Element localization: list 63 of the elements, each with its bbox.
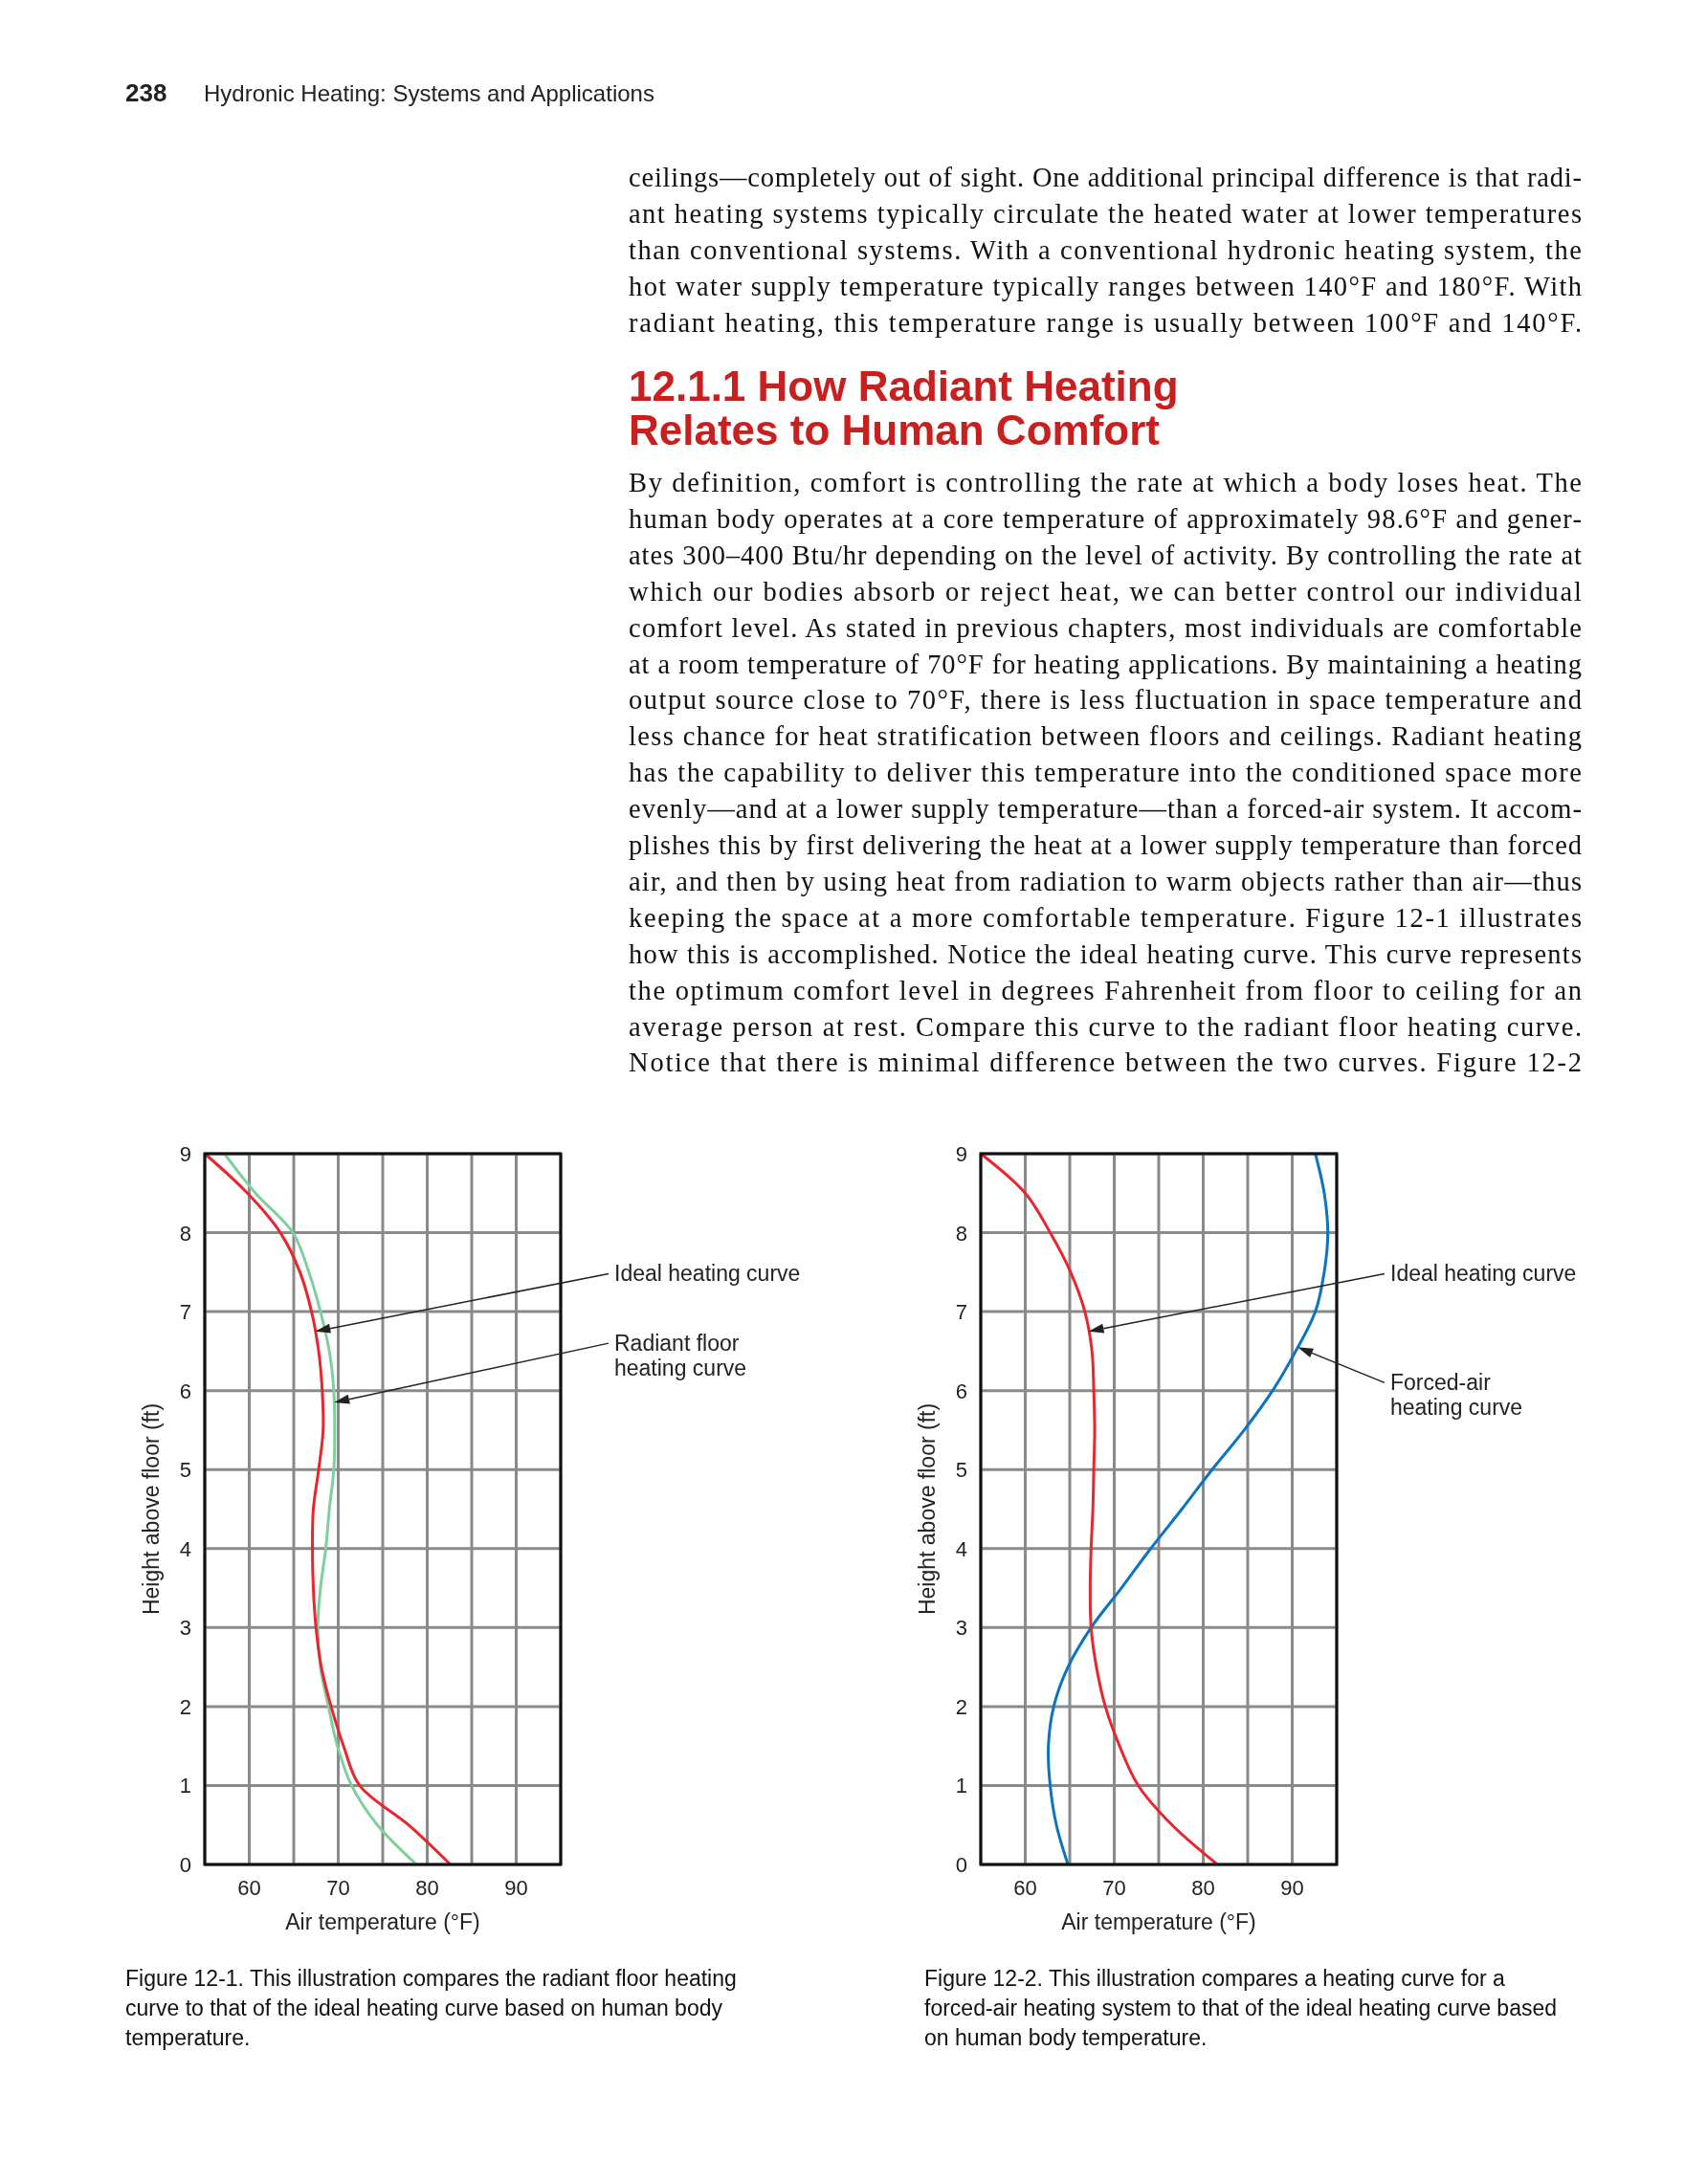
text: 12.1.1 How Radiant Heating Relates to Human Comfort [629,363,1179,453]
x-axis-title: Air temperature (°F) [285,1909,480,1934]
x-tick-label: 60 [1013,1876,1037,1900]
x-tick-label: 90 [504,1876,528,1900]
y-tick-label: 9 [179,1142,191,1166]
text: human body operates at a core temperature of approximately 98.6°F and gener- [629,503,1582,534]
y-tick-label: 6 [955,1379,967,1403]
text: Notice that there is minimal difference between the two curves. Figure 12-2 [629,1048,1582,1078]
x-tick-label: 90 [1280,1876,1304,1900]
text: Forced-air heating curve [1390,1370,1523,1421]
text: has the capability to deliver this temperature into the conditioned space more [629,758,1582,788]
text: output source close to 70°F, there is less fluctuation in space temperature and [629,685,1582,716]
text: plishes this by first delivering the heat at a lower supply temperature than forced [629,830,1582,860]
y-tick-label: 4 [955,1536,967,1561]
y-tick-label: 6 [179,1379,191,1403]
x-tick-label: 80 [1191,1876,1215,1900]
y-tick-label: 5 [955,1458,967,1483]
caption: Figure 12-1. This illustration compares the radiant floor heating curve to that of the ideal heating curve based on human body temperature. [125,1966,737,2050]
text: than conventional systems. With a conventional hydronic heating system, the [629,234,1582,265]
text: 238 [125,78,167,107]
y-tick-label: 9 [955,1142,967,1166]
text: ant heating systems typically circulate the heated water at lower temperatures [629,198,1582,229]
y-tick-label: 5 [179,1458,191,1483]
y-tick-label: 2 [955,1694,967,1719]
caption: Figure 12-2. This illustration compares a heating curve for a forced-air heating system to that of the ideal heating curve based on human body temperature. [924,1966,1558,2050]
x-tick-label: 80 [415,1876,439,1900]
y-tick-label: 1 [179,1774,191,1798]
x-tick-label: 60 [237,1876,261,1900]
text: at a room temperature of 70°F for heating applications. By maintaining a heating [629,649,1582,679]
x-axis-title: Air temperature (°F) [1061,1909,1256,1934]
text: evenly—and at a lower supply temperature—than a forced-air system. It accom- [629,794,1582,825]
text: comfort level. As stated in previous chapters, most individuals are comfortable [629,612,1582,643]
y-tick-label: 2 [179,1694,191,1719]
y-tick-label: 1 [955,1774,967,1798]
text: which our bodies absorb or reject heat, we can better control our individual [629,576,1583,607]
y-tick-label: 7 [955,1300,967,1325]
y-tick-label: 3 [179,1616,191,1641]
y-tick-label: 8 [179,1221,191,1246]
text: Ideal heating curve [1390,1261,1577,1287]
text: average person at rest. Compare this curve to the radiant floor heating curve. [629,1011,1582,1042]
y-tick-label: 0 [955,1853,967,1877]
y-axis-title: Height above floor (ft) [139,1402,164,1616]
text: Hydronic Heating: Systems and Applications [204,80,654,106]
text: ceilings—completely out of sight. One additional principal difference is that radi- [629,163,1582,192]
y-tick-label: 8 [955,1221,967,1246]
x-tick-label: 70 [1102,1876,1126,1900]
text: the optimum comfort level in degrees Fahrenheit from floor to ceiling for an [629,975,1582,1005]
text: less chance for heat stratification between floors and ceilings. Radiant heating [629,721,1582,752]
y-tick-label: 4 [179,1536,191,1561]
text: radiant heating, this temperature range is usually between 100°F and 140°F. [629,307,1582,338]
y-axis-title: Height above floor (ft) [915,1402,940,1616]
y-tick-label: 7 [179,1300,191,1325]
text: air, and then by using heat from radiation to warm objects rather than air—thus [629,866,1582,896]
text: hot water supply temperature typically ranges between 140°F and 180°F. With [629,271,1582,301]
text: ates 300–400 Btu/hr depending on the level of activity. By controlling the rate at [629,540,1583,570]
text: Ideal heating curve [614,1261,801,1287]
text: how this is accomplished. Notice the ideal heating curve. This curve represents [629,938,1582,969]
text: By definition, comfort is controlling the rate at which a body loses heat. The [629,468,1582,497]
text: keeping the space at a more comfortable temperature. Figure 12-1 illustrates [629,902,1582,933]
text: Radiant floor heating curve [614,1331,747,1381]
y-tick-label: 0 [179,1853,191,1877]
x-tick-label: 70 [326,1876,350,1900]
y-tick-label: 3 [955,1616,967,1641]
